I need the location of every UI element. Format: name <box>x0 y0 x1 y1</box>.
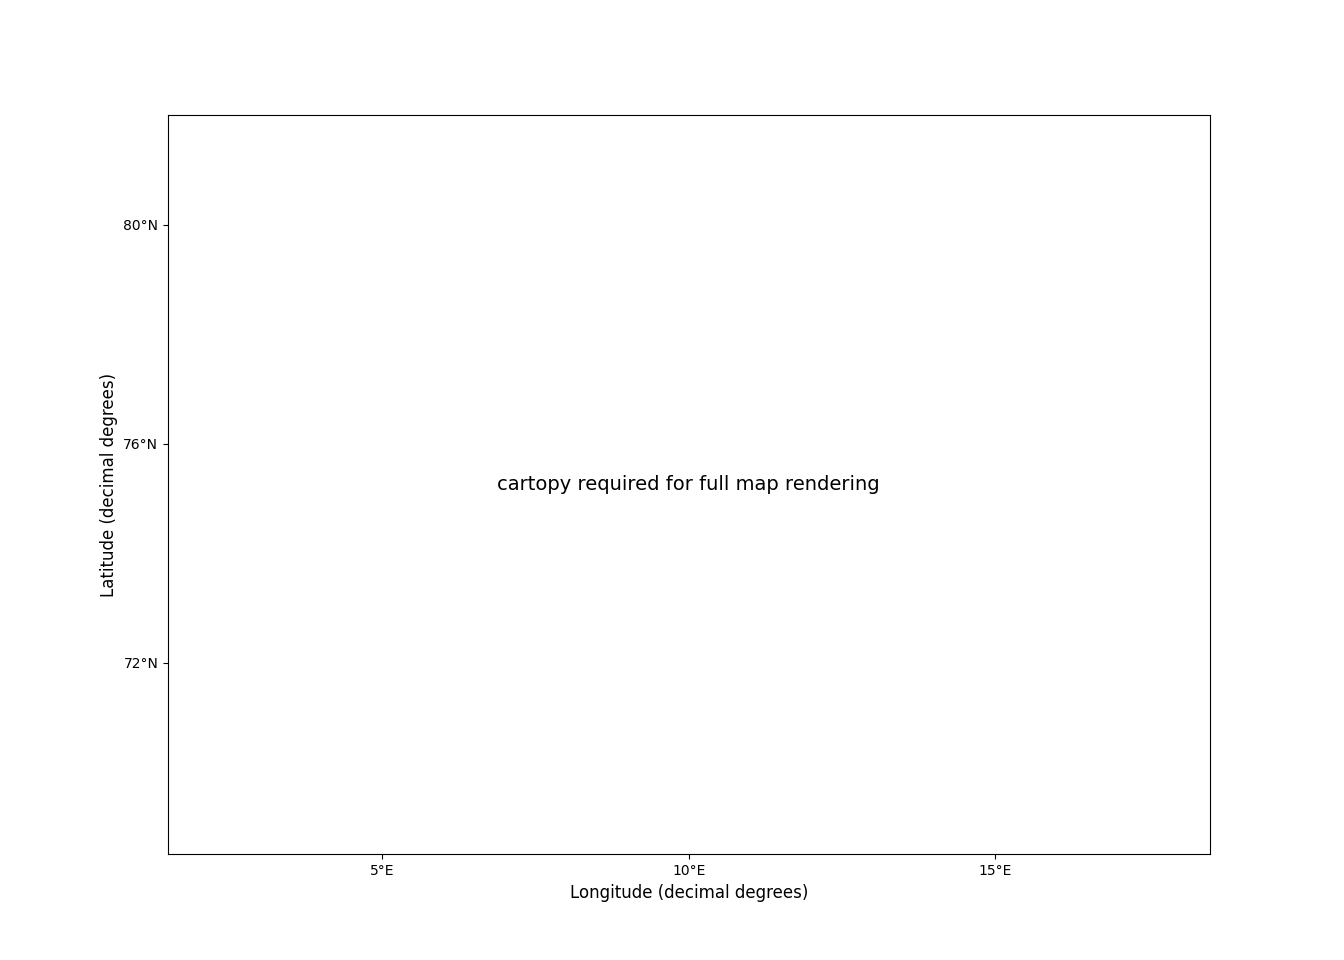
Y-axis label: Latitude (decimal degrees): Latitude (decimal degrees) <box>99 372 118 597</box>
X-axis label: Longitude (decimal degrees): Longitude (decimal degrees) <box>570 883 808 901</box>
Text: cartopy required for full map rendering: cartopy required for full map rendering <box>497 475 880 494</box>
